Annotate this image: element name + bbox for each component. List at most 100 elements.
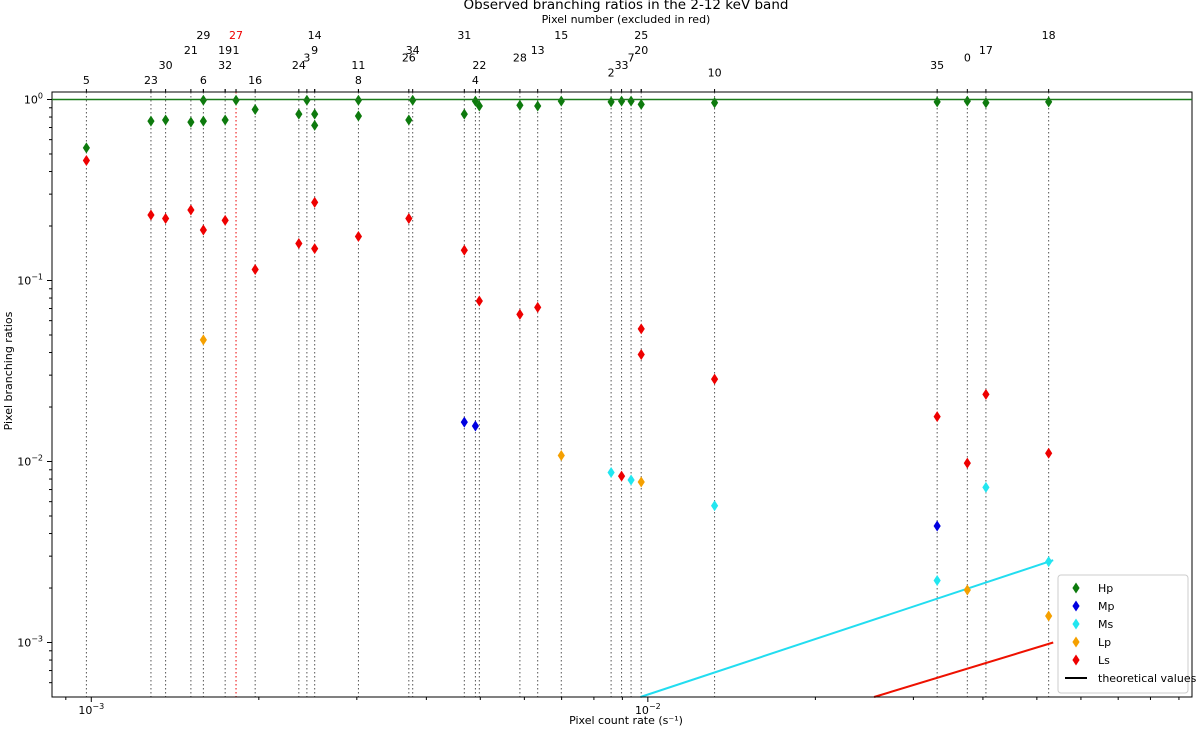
point-lp-2 <box>557 449 565 461</box>
legend-marker-ls <box>1072 654 1080 666</box>
point-ls-9 <box>311 196 319 208</box>
pixel-label-8: 8 <box>355 74 362 87</box>
pixel-label-34: 34 <box>406 44 420 57</box>
point-ms-6 <box>1045 556 1053 568</box>
pixel-label-16: 16 <box>248 74 262 87</box>
pixel-label-15: 15 <box>554 29 568 42</box>
pixel-label-0: 0 <box>964 52 971 65</box>
point-ls-5 <box>199 224 207 236</box>
y-axis-label: Pixel branching ratios <box>2 311 15 430</box>
legend-label-6: theoretical values <box>1098 672 1197 685</box>
x-axis-label: Pixel count rate (s⁻¹) <box>569 714 683 727</box>
point-lp-5 <box>1045 610 1053 622</box>
point-ms-1 <box>607 466 615 478</box>
pixel-label-7: 7 <box>628 52 635 65</box>
pixel-label-23: 23 <box>144 74 158 87</box>
point-ls-3 <box>162 213 170 225</box>
point-hp-10 <box>295 108 303 120</box>
plot-frame <box>51 91 1193 698</box>
point-hp-19 <box>471 95 480 107</box>
point-hp-1 <box>82 142 90 154</box>
y-tick-exponent: 0 <box>38 91 43 100</box>
y-tick-label-4: 100 <box>24 91 43 106</box>
pixel-label-24: 24 <box>292 59 306 72</box>
point-hp-15 <box>354 110 363 122</box>
point-ls-2 <box>147 209 155 221</box>
point-ls-18 <box>637 349 645 361</box>
point-mp-3 <box>933 520 941 532</box>
point-hp-29 <box>933 96 941 108</box>
point-hp-21 <box>516 99 524 111</box>
pixel-label-18: 18 <box>1042 29 1056 42</box>
point-hp-9 <box>251 104 259 116</box>
pixel-label-20: 20 <box>634 44 648 57</box>
legend-marker-lp <box>1072 636 1080 648</box>
legend-label-1: Hp <box>1098 582 1113 595</box>
x-tick-exponent: −2 <box>649 702 661 711</box>
pixel-label-4: 4 <box>472 74 479 87</box>
point-hp-17 <box>409 94 417 106</box>
point-ms-4 <box>933 575 941 587</box>
pixel-label-17: 17 <box>979 44 993 57</box>
pixel-label-14: 14 <box>308 29 322 42</box>
point-ls-23 <box>982 388 990 400</box>
pixel-label-31: 31 <box>457 29 471 42</box>
legend-label-5: Ls <box>1098 654 1110 667</box>
legend-marker-hp <box>1072 582 1080 594</box>
point-ms-3 <box>710 500 719 512</box>
point-hp-22 <box>534 100 542 112</box>
point-ls-4 <box>187 204 195 216</box>
point-hp-14 <box>354 94 363 106</box>
point-ls-15 <box>516 308 524 320</box>
point-hp-8 <box>232 94 240 106</box>
pixel-guide-lines <box>85 92 1050 697</box>
pixel-label-35: 35 <box>930 59 944 72</box>
pixel-label-21: 21 <box>184 44 198 57</box>
pixel-label-3: 3 <box>303 52 310 65</box>
point-ls-6 <box>221 214 229 226</box>
pixel-label-13: 13 <box>531 44 545 57</box>
point-ls-11 <box>354 231 363 243</box>
point-lp-3 <box>637 476 645 488</box>
data-points <box>82 94 1053 622</box>
y-tick-exponent: −2 <box>31 454 43 463</box>
chart-title: Observed branching ratios in the 2-12 ke… <box>464 0 789 13</box>
legend-marker-ms <box>1072 618 1080 630</box>
point-hp-4 <box>187 116 195 128</box>
point-hp-23 <box>557 95 565 107</box>
point-ls-17 <box>637 323 645 335</box>
y-tick-label-1: 10−3 <box>17 635 43 650</box>
pixel-label-11: 11 <box>351 59 365 72</box>
pixel-label-2: 2 <box>608 67 615 80</box>
point-ls-16 <box>534 301 542 313</box>
point-hp-6 <box>199 94 207 106</box>
theory-line-1 <box>640 559 1054 698</box>
y-tick-exponent: −3 <box>31 635 43 644</box>
top-pixel-labels: 5 233021629321927116243914118263431422281… <box>83 29 1056 92</box>
point-hp-13 <box>311 119 319 131</box>
point-ls-24 <box>1045 447 1053 459</box>
y-tick-exponent: −1 <box>31 272 43 281</box>
point-hp-27 <box>637 98 645 110</box>
pixel-label-1: 1 <box>233 44 240 57</box>
point-ls-10 <box>311 243 319 255</box>
point-hp-20 <box>475 100 483 112</box>
point-lp-4 <box>963 584 971 596</box>
point-hp-18 <box>460 108 468 120</box>
legend-marker-mp <box>1072 600 1080 612</box>
point-ms-2 <box>627 474 635 486</box>
point-ls-1 <box>82 155 90 167</box>
pixel-label-9: 9 <box>311 44 318 57</box>
point-hp-25 <box>617 95 626 107</box>
y-tick-label-3: 10−1 <box>17 272 43 287</box>
point-hp-30 <box>963 95 971 107</box>
pixel-label-5: 5 <box>83 74 90 87</box>
top-axis-label: Pixel number (excluded in red) <box>542 13 711 26</box>
pixel-label-6: 6 <box>200 74 207 87</box>
point-ms-5 <box>982 481 990 493</box>
point-ls-7 <box>251 264 259 276</box>
pixel-label-33: 33 <box>615 59 629 72</box>
point-ls-21 <box>933 411 941 423</box>
theoretical-lines <box>640 559 1054 698</box>
point-hp-12 <box>311 108 319 120</box>
